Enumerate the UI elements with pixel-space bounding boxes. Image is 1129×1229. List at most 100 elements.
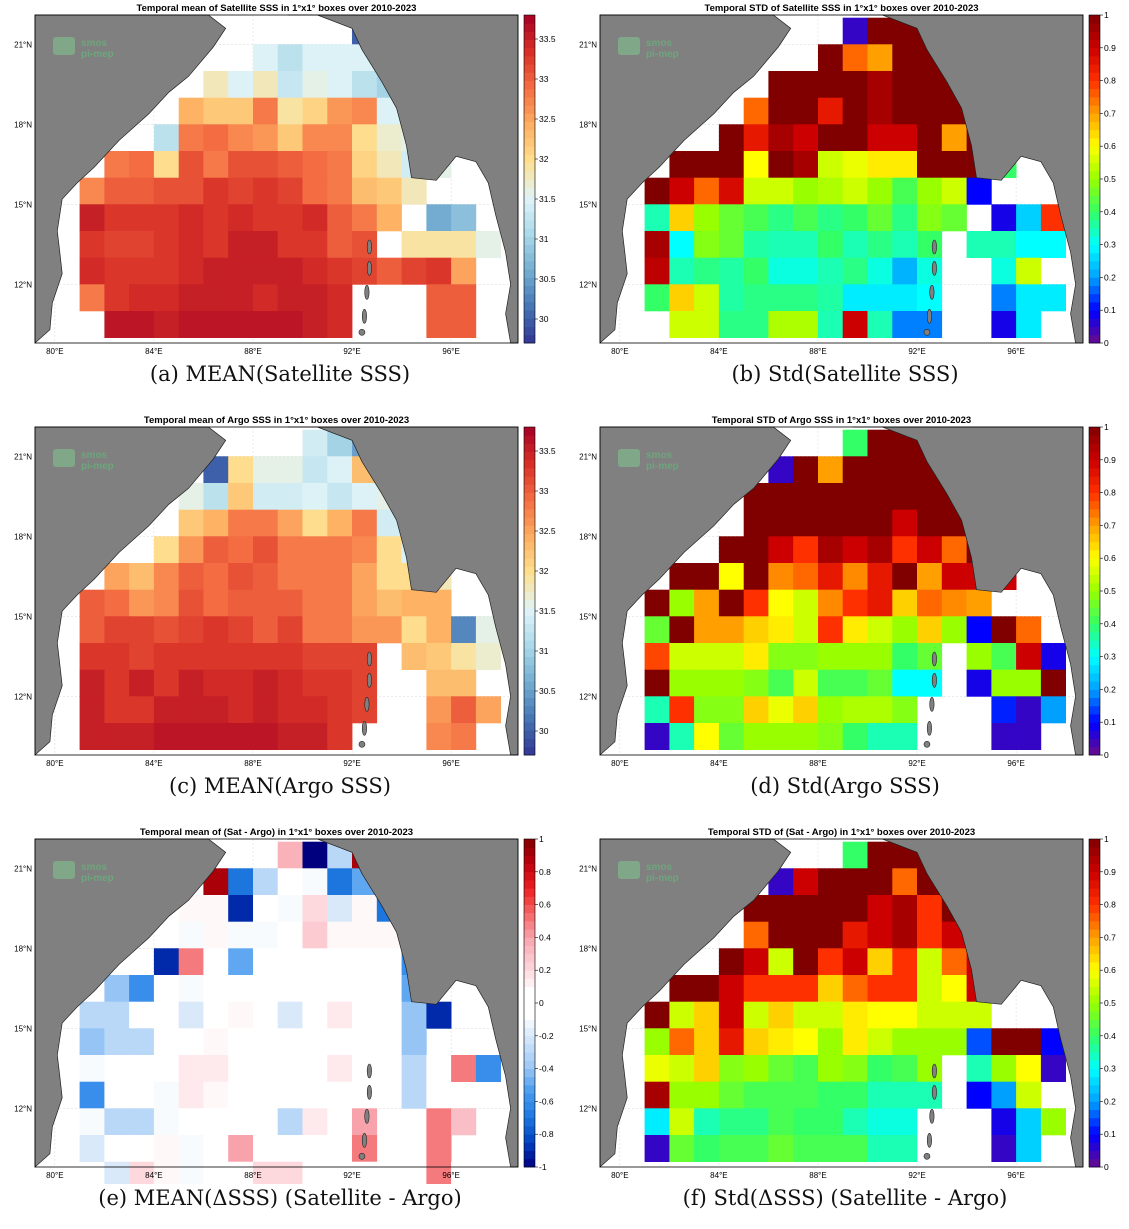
heatmap-cell (327, 563, 353, 590)
colorbar-frame (523, 426, 536, 756)
colorbar-segment (1089, 904, 1100, 914)
colorbar-segment (524, 929, 535, 938)
colorbar-segment (1089, 558, 1100, 567)
heatmap-cell (917, 1001, 943, 1029)
heatmap-cell (818, 643, 844, 670)
heatmap-cell (867, 669, 893, 697)
heatmap-cell (892, 124, 918, 152)
heatmap-cell (1040, 696, 1066, 724)
colorbar-segment (1089, 1003, 1100, 1012)
heatmap-cell (376, 124, 402, 152)
colorbar-segment (1089, 326, 1100, 336)
colorbar-segment (524, 738, 535, 748)
chart-title: Temporal STD of Satellite SSS in 1°x1° b… (704, 3, 978, 14)
heatmap-cell (401, 177, 427, 205)
heatmap-cell (104, 1161, 130, 1184)
colorbar-segment (524, 146, 535, 155)
colorbar-segment (1089, 236, 1100, 245)
colorbar-segment (524, 244, 535, 254)
heatmap-cell (178, 231, 204, 258)
colorbar-segment (524, 1126, 535, 1135)
heatmap-cell (768, 1001, 794, 1029)
heatmap-cell (892, 97, 918, 125)
heatmap-cell (376, 1001, 402, 1029)
heatmap-cell (327, 456, 353, 484)
heatmap-cell (302, 841, 328, 869)
heatmap-cell (1016, 1135, 1042, 1162)
colorbar-segment (524, 664, 535, 674)
colorbar-segment (524, 839, 535, 848)
heatmap-cell (277, 204, 303, 232)
colorbar-segment (524, 994, 535, 1004)
heatmap-cell (352, 177, 378, 205)
colorbar-segment (524, 492, 535, 502)
heatmap-cell (818, 895, 844, 922)
heatmap-cell (253, 921, 279, 949)
heatmap-cell (966, 1028, 992, 1056)
heatmap-cell (842, 509, 868, 537)
heatmap-cell (79, 616, 105, 644)
heatmap-cell (1016, 231, 1042, 258)
heatmap-cell (718, 536, 744, 564)
heatmap-cell (203, 177, 229, 205)
heatmap-cell (178, 177, 204, 205)
heatmap-cell (718, 696, 744, 724)
heatmap-cell (401, 1081, 427, 1109)
heatmap-cell (818, 509, 844, 537)
land-india (599, 838, 792, 1168)
heatmap-cell (917, 589, 943, 617)
heatmap-cell (892, 1055, 918, 1082)
heatmap-cell (203, 1055, 229, 1082)
colorbar-segment (1089, 47, 1100, 57)
colorbar-segment (524, 211, 535, 221)
heatmap-cell (327, 868, 353, 896)
heatmap-cell (228, 563, 254, 590)
heatmap-cell (277, 177, 303, 205)
heatmap-cell (228, 509, 254, 537)
heatmap-cell (818, 204, 844, 232)
heatmap-cell (302, 723, 328, 750)
colorbar-segment (524, 261, 535, 270)
heatmap-cell (718, 1028, 744, 1056)
panel-c: Temporal mean of Argo SSS in 1°x1° boxes… (0, 412, 560, 817)
logo-text: smos (81, 38, 108, 49)
heatmap-cell (104, 177, 130, 205)
heatmap-cell (917, 509, 943, 537)
heatmap-cell (253, 616, 279, 644)
heatmap-cell (892, 669, 918, 697)
colorbar-segment (524, 1117, 535, 1127)
heatmap-cell (203, 1108, 229, 1136)
heatmap-cell (104, 1135, 130, 1162)
andaman-islands (923, 1063, 937, 1160)
colorbar-segment (524, 970, 535, 979)
heatmap-cell (203, 97, 229, 125)
heatmap-cell (669, 1001, 695, 1029)
colorbar-segment (1089, 203, 1100, 213)
heatmap-cell (253, 948, 279, 976)
colorbar-segment (1089, 615, 1100, 625)
heatmap-cell (867, 696, 893, 724)
heatmap-cell (228, 1135, 254, 1162)
heatmap-cell (867, 1028, 893, 1056)
heatmap-cell (253, 1028, 279, 1056)
heatmap-cell (644, 1135, 670, 1162)
heatmap-cell (153, 1001, 179, 1029)
colorbar-segment (1089, 302, 1100, 311)
land-india (34, 838, 227, 1168)
heatmap-cell (793, 1081, 819, 1109)
heatmap-cell (277, 311, 303, 338)
heatmap-cell (451, 231, 477, 258)
heatmap-cell (867, 589, 893, 617)
heatmap-cell (426, 204, 452, 232)
heatmap-cell (153, 696, 179, 724)
heatmap-cell (842, 1055, 868, 1082)
colorbar-segment (524, 673, 535, 682)
colorbar-segment (524, 962, 535, 971)
colorbar-segment (524, 986, 535, 996)
heatmap-cell (1040, 669, 1066, 697)
logo-text: smos (646, 450, 673, 461)
x-tick-label: 84°E (145, 1171, 162, 1180)
heatmap-cell (153, 1028, 179, 1056)
